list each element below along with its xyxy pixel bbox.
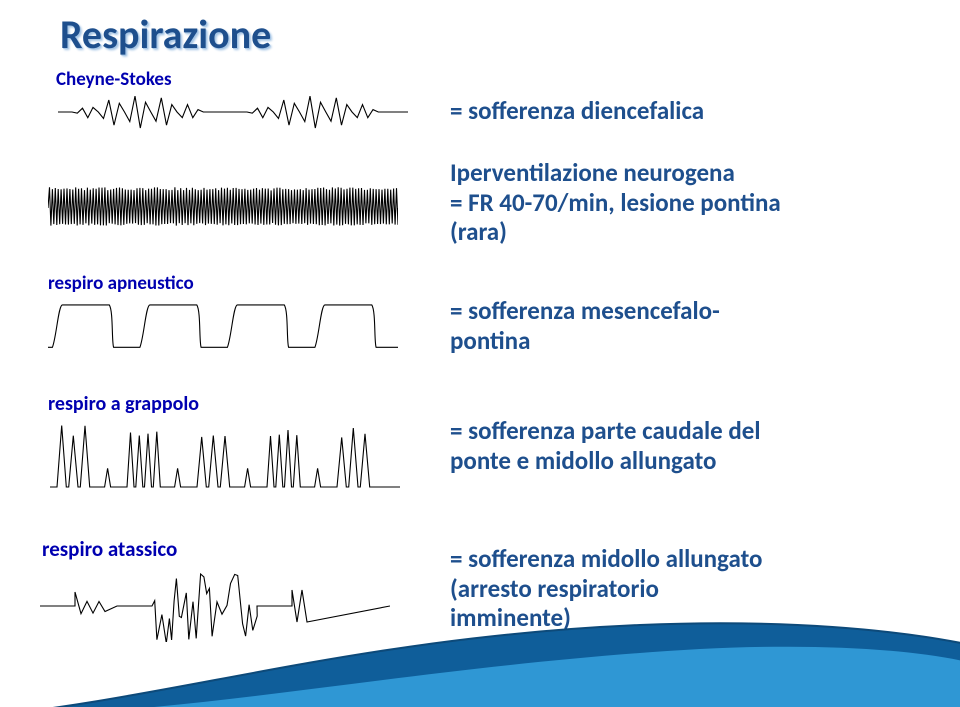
- wave-type-label: respiro apneustico: [48, 272, 194, 295]
- page-title: Respirazione: [60, 10, 271, 59]
- waveform: [48, 298, 398, 356]
- wave-type-label: respiro a grappolo: [48, 392, 199, 416]
- waveform: [50, 418, 400, 493]
- decorative-swoosh: [0, 587, 960, 707]
- wave-description: = sofferenza diencefalica: [450, 96, 704, 126]
- wave-description: = sofferenza mesencefalo-pontina: [450, 296, 720, 355]
- wave-type-label: respiro atassico: [42, 536, 177, 562]
- wave-type-label: Cheyne-Stokes: [56, 68, 172, 91]
- wave-description: = sofferenza parte caudale delponte e mi…: [450, 416, 761, 475]
- waveform: [58, 92, 408, 132]
- waveform: [48, 185, 398, 231]
- wave-description: Iperventilazione neurogena= FR 40-70/min…: [450, 158, 781, 247]
